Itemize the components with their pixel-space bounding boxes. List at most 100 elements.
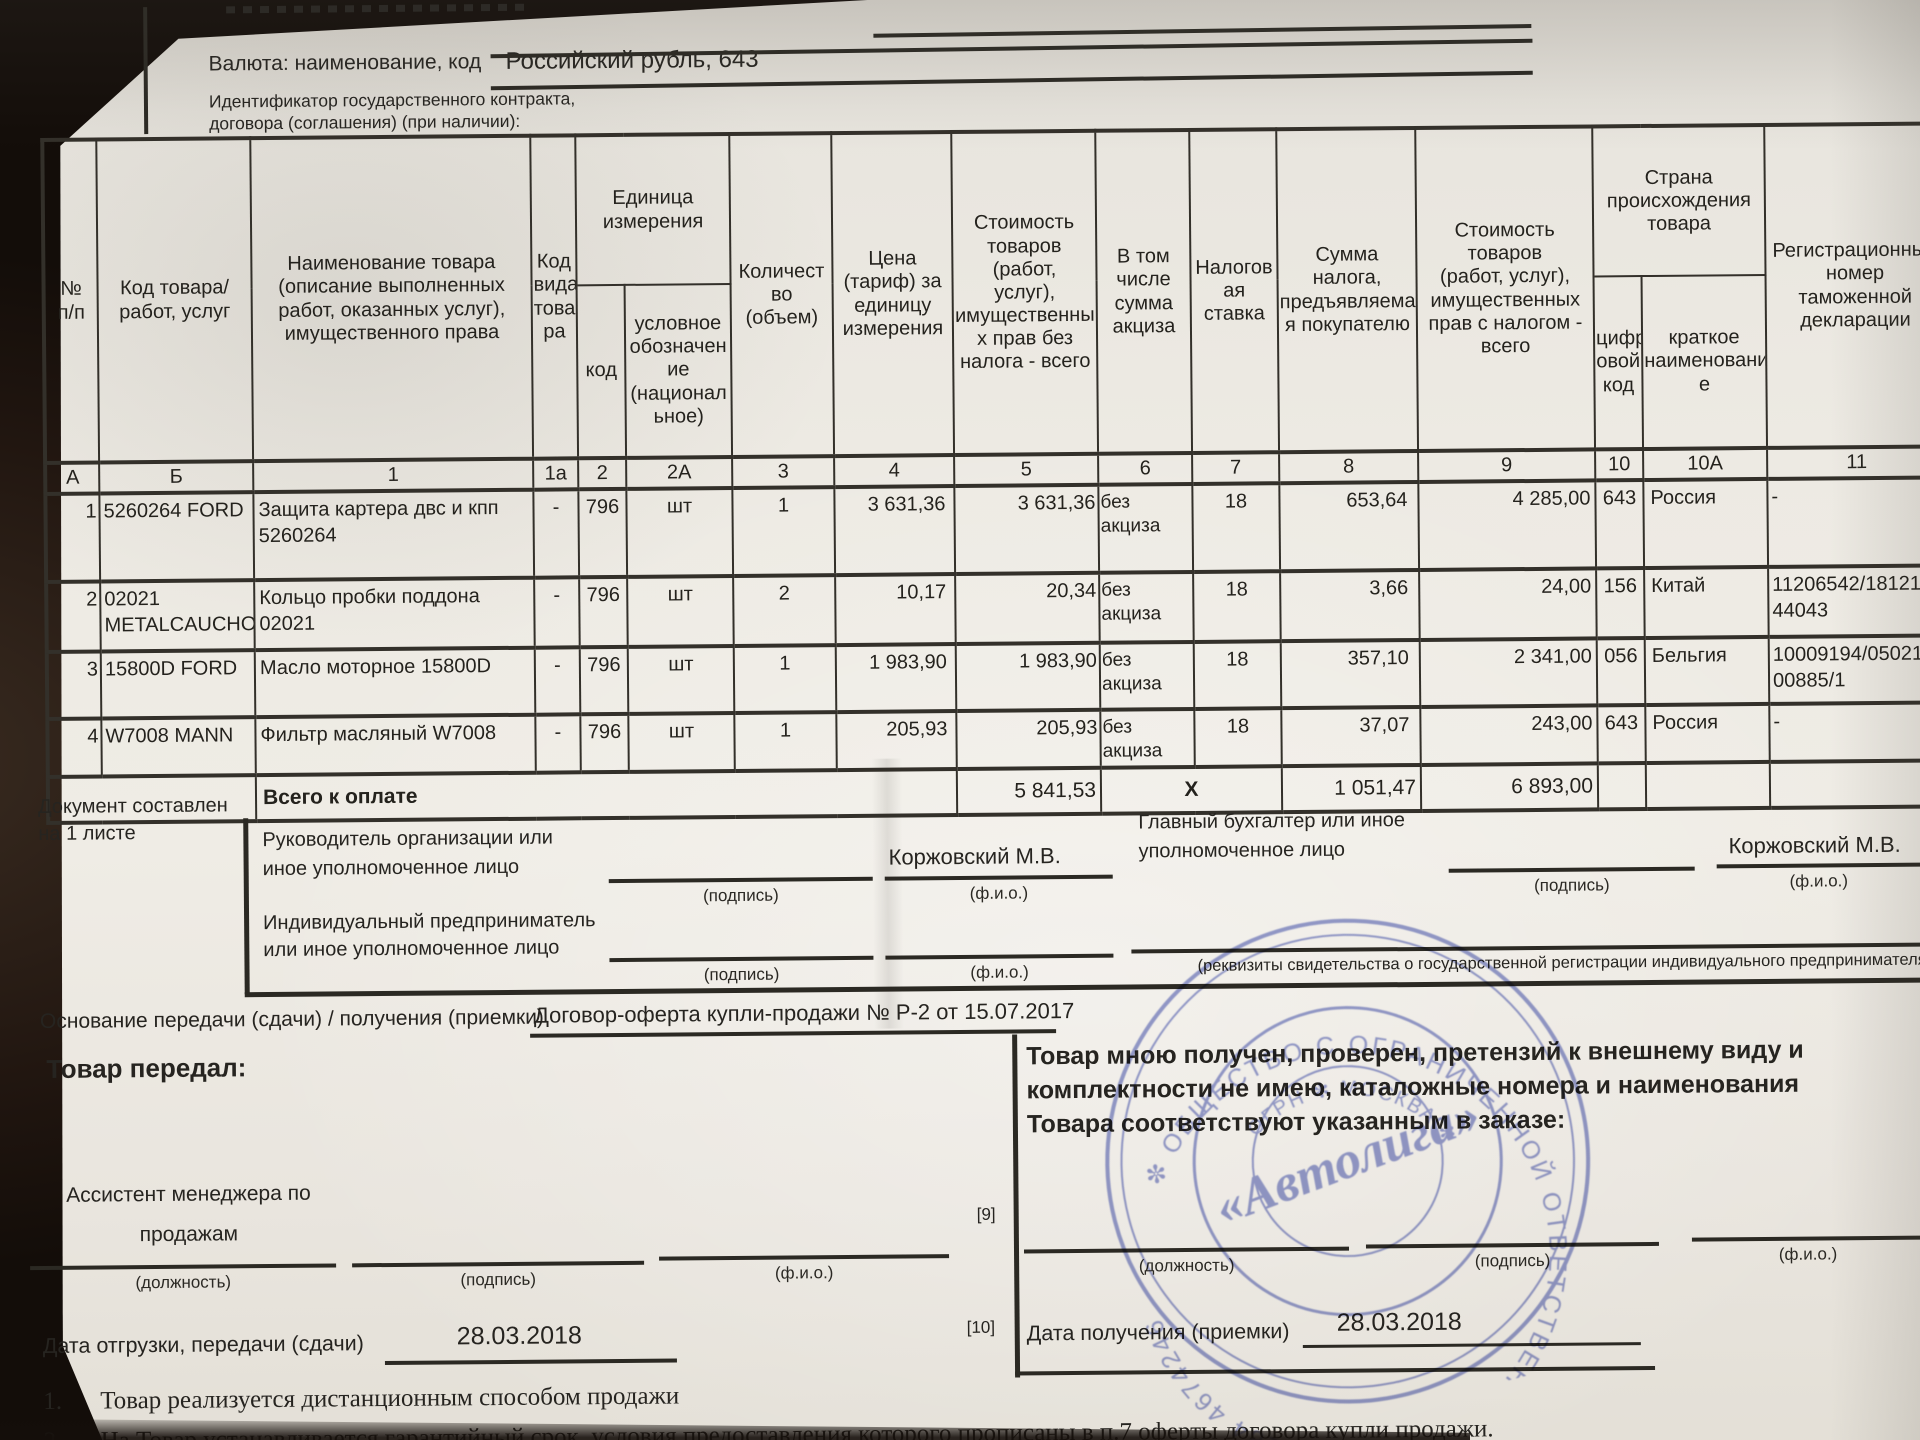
cell-code: 02021 METALCAUCHO [100, 580, 255, 652]
cell-name: Фильтр масляный W7008 [255, 714, 536, 775]
position-value: Ассистент менеджера по продажам [66, 1181, 311, 1247]
cell-kind: - [534, 577, 580, 648]
cell-amount: 3 631,36 [954, 484, 1100, 575]
col-code: 2А [626, 456, 733, 489]
col-code: 10 [1595, 449, 1644, 481]
basis-label: Основание передачи (сдачи) / получения (… [39, 1005, 544, 1034]
cell-excise: без акциза [1100, 708, 1195, 768]
cell-country_code: 643 [1597, 705, 1646, 764]
cell-name: Масло моторное 15800D [254, 647, 536, 718]
fio-caption: (ф.и.о.) [969, 883, 1029, 903]
header-qty: Количест во (объем) [729, 133, 835, 457]
cell-rate: 18 [1193, 571, 1281, 642]
head-of-org-label: Руководитель организации или иное уполно… [262, 826, 553, 881]
cell-unit: шт [628, 712, 735, 772]
col-code: Б [99, 461, 254, 494]
totals-label: Всего к оплате [255, 768, 958, 821]
cell-price: 1 983,90 [835, 644, 957, 713]
cell-code: 15800D FORD [100, 650, 256, 719]
sign-caption: (подпись) [460, 1269, 537, 1290]
cell-price: 10,17 [835, 574, 956, 646]
cell-country: Россия [1643, 478, 1769, 569]
cell-kind: - [533, 489, 580, 578]
header-unit-name: условное обозначен ие (национал ьное) [624, 283, 733, 458]
cell-total: 24,00 [1419, 568, 1597, 640]
cell-unit: шт [627, 645, 735, 714]
totals-x: X [1100, 765, 1283, 814]
header-num: № п/п [42, 139, 100, 463]
header-rate: Налогов ая ставка [1189, 129, 1280, 453]
cell-qty: 1 [732, 487, 836, 576]
stamp-ring-text: ✼ ОБЩЕСТВО С ОГРАНИЧЕННОЙ ОТВЕТСТВЕННОСТ… [1079, 982, 1621, 1440]
header-excise: В том числе сумма акциза [1095, 129, 1193, 454]
col-code: 2 [578, 457, 627, 490]
photo-right-shading [1830, 0, 1920, 1440]
col-code: 8 [1279, 450, 1419, 484]
header-unit-group: Единица измерения [575, 133, 731, 286]
cell-rate: 18 [1192, 483, 1281, 572]
cell-price: 3 631,36 [834, 486, 956, 576]
header-name: Наименование товара (описание выполненны… [250, 135, 534, 462]
cell-country_code: 156 [1596, 568, 1645, 639]
cell-num: 2 [46, 581, 101, 652]
fio-caption: (ф.и.о.) [774, 1263, 834, 1283]
basis-value: Договор-оферта купли-продажи № Р-2 от 15… [533, 998, 1075, 1028]
cell-code: W7008 MANN [101, 717, 256, 777]
cell-qty: 1 [733, 645, 837, 713]
header-kind: Код вида това ра [530, 135, 579, 459]
col-code: 10А [1643, 447, 1768, 481]
cell-code: 5260264 FORD [99, 492, 255, 582]
position-caption: (должность) [135, 1272, 232, 1293]
cell-total: 4 285,00 [1418, 480, 1597, 570]
head-fio-value: Коржовский М.В. [888, 843, 1061, 870]
col-code: 1 [253, 458, 534, 493]
entrepreneur-label: Индивидуальный предприниматель или иное … [263, 909, 596, 962]
cell-tax: 37,07 [1281, 706, 1421, 766]
cell-unit_code: 796 [579, 576, 628, 648]
cell-country: Россия [1645, 703, 1770, 763]
cell-name: Кольцо пробки поддона 02021 [254, 577, 535, 651]
header-country-name: краткое наименовани е [1641, 274, 1768, 450]
marker-9: [9] [976, 1204, 996, 1224]
col-code: 9 [1418, 449, 1596, 482]
cell-rate: 18 [1193, 641, 1282, 709]
stamp-center-name: «Автолига» [1207, 1085, 1488, 1237]
cell-kind: - [534, 647, 581, 715]
col-code: 6 [1098, 452, 1193, 485]
cell-excise: без акциза [1099, 571, 1194, 643]
cell-num: 4 [47, 718, 102, 777]
ship-date-value: 28.03.2018 [456, 1321, 582, 1351]
totals-amount: 5 841,53 [956, 767, 1102, 815]
ship-date-label: Дата отгрузки, передачи (сдачи) [42, 1331, 364, 1359]
cell-total: 243,00 [1420, 705, 1598, 765]
cell-kind: - [535, 714, 581, 773]
cell-qty: 2 [733, 575, 836, 646]
cell-country: Китай [1644, 566, 1769, 639]
paper-crease [871, 758, 905, 1029]
header-price: Цена (тариф) за единицу измерения [831, 132, 955, 457]
note-1-text: Товар реализуется дистанционным способом… [100, 1382, 680, 1415]
header-country-code: цифр овой код [1593, 276, 1644, 450]
cell-amount: 1 983,90 [955, 642, 1101, 712]
header-total: Стоимость товаров (работ, услуг), имущес… [1415, 126, 1596, 451]
cell-tax: 653,64 [1279, 481, 1420, 572]
cell-rate: 18 [1194, 708, 1282, 767]
col-code: 7 [1192, 452, 1280, 484]
cell-unit: шт [627, 575, 734, 647]
cell-unit: шт [626, 487, 734, 577]
cell-country_code: 056 [1596, 638, 1646, 706]
col-code: А [45, 462, 100, 494]
table-row: 1 5260264 FORD Защита картера двс и кпп 52… [45, 477, 1920, 582]
cell-tax: 357,10 [1280, 639, 1421, 709]
cell-country: Бельгия [1644, 636, 1770, 706]
cell-amount: 205,93 [956, 709, 1101, 769]
cell-unit_code: 796 [578, 488, 628, 578]
cell-excise: без акциза [1099, 641, 1195, 710]
col-code: 3 [732, 456, 835, 488]
header-tax: Сумма налога, предъявляема я покупателю [1276, 128, 1419, 453]
marker-10: [10] [966, 1317, 996, 1337]
accountant-label: Главный бухгалтер или иное уполномоченно… [1138, 809, 1406, 863]
company-round-stamp: ✼ ОБЩЕСТВО С ОГРАНИЧЕННОЙ ОТВЕТСТВЕННОСТ… [1079, 918, 1621, 1440]
cell-tax: 3,66 [1280, 569, 1420, 642]
